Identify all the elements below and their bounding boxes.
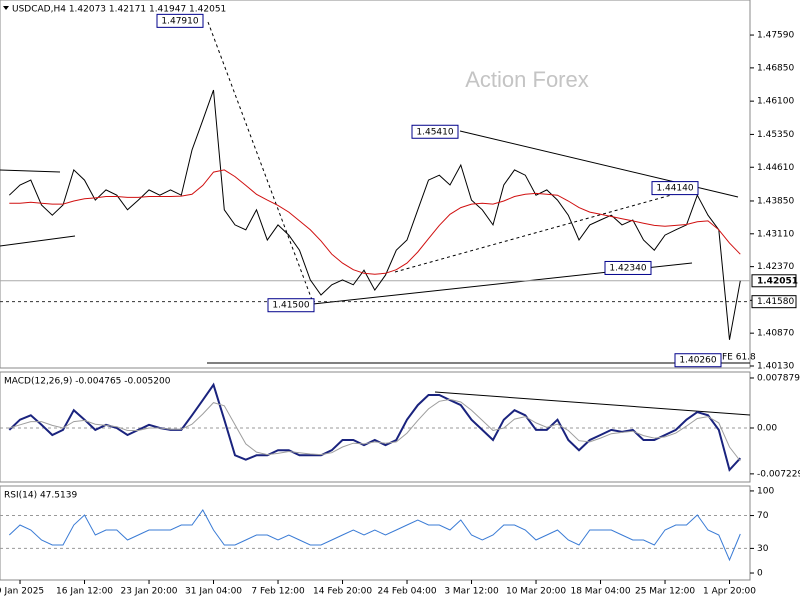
y-tick-label: -0.007229	[757, 469, 800, 479]
x-tick-label: 9 Jan 2025	[0, 587, 44, 597]
annotation-box	[651, 181, 699, 196]
annotation-label: 1.47910	[161, 16, 198, 26]
x-tick-label: 1 Apr 20:00	[703, 587, 756, 597]
panel-title: USDCAD,H4 1.42073 1.42171 1.41947 1.4205…	[12, 5, 226, 15]
annotation-box	[674, 353, 722, 368]
annotation-box	[267, 298, 315, 313]
series-line	[9, 398, 741, 462]
x-tick-label: 16 Jan 12:00	[56, 587, 113, 597]
annotation-box	[604, 260, 652, 275]
x-tick-label: 31 Jan 04:00	[185, 587, 242, 597]
series-line	[9, 169, 741, 275]
price-panel	[0, 0, 751, 369]
x-tick-label: 23 Jan 20:00	[121, 587, 178, 597]
rsi-panel	[0, 485, 751, 581]
annotation-box	[156, 13, 204, 28]
y-tick-label: 0.007879	[757, 373, 800, 383]
y-tick-label: 1.43850	[757, 196, 794, 206]
y-tick-label: 1.42370	[757, 262, 794, 272]
y-tick-label: 1.46850	[757, 63, 794, 73]
x-tick-label: 10 Mar 20:00	[506, 587, 566, 597]
series-line	[8, 89, 741, 340]
y-tick-label: 70	[757, 511, 769, 521]
macd-panel	[0, 371, 751, 483]
y-tick-label: 1.40130	[757, 362, 794, 372]
trendline	[207, 21, 313, 301]
x-tick-label: 24 Feb 04:00	[378, 587, 437, 597]
trendline	[0, 169, 61, 173]
y-tick-label: 1.44610	[757, 163, 794, 173]
x-tick-label: 7 Feb 12:00	[251, 587, 305, 597]
annotation-box	[411, 124, 459, 139]
y-tick-label: 1.47590	[757, 31, 794, 41]
annotation-label: 1.41500	[272, 301, 309, 311]
level-box	[751, 274, 797, 288]
trendline	[394, 186, 701, 273]
y-tick-label: 1.43110	[757, 229, 794, 239]
x-tick-label: 3 Mar 12:00	[444, 587, 499, 597]
panel-title: RSI(14) 47.5139	[4, 491, 77, 501]
annotation-label: 1.42340	[609, 263, 646, 273]
y-tick-label: 1.40870	[757, 329, 794, 339]
annotation-label: 1.40260	[679, 356, 716, 366]
annotation-label: 1.44140	[656, 184, 693, 194]
x-tick-label: 18 Mar 04:00	[570, 587, 630, 597]
level-label: 1.42051	[757, 276, 798, 286]
y-tick-label: 1.45350	[757, 130, 794, 140]
series-line	[8, 382, 742, 472]
watermark: Action Forex	[465, 67, 589, 92]
y-tick-label: 0	[757, 569, 763, 579]
fe-label: FE 61.8	[722, 353, 756, 363]
x-tick-label: 25 Mar 12:00	[635, 587, 695, 597]
y-tick-label: 30	[757, 544, 769, 554]
y-tick-label: 100	[757, 486, 774, 496]
y-tick-label: 0.00	[757, 423, 777, 433]
trendline	[0, 235, 76, 247]
annotation-label: 1.45410	[416, 127, 453, 137]
level-box	[751, 295, 797, 309]
x-tick-label: 14 Feb 20:00	[313, 587, 372, 597]
series-line	[8, 509, 741, 562]
panel-title: MACD(12,26,9) -0.004765 -0.005200	[4, 377, 171, 387]
level-label: 1.41580	[757, 297, 794, 307]
y-tick-label: 1.46100	[757, 97, 794, 107]
menu-icon	[3, 6, 9, 10]
